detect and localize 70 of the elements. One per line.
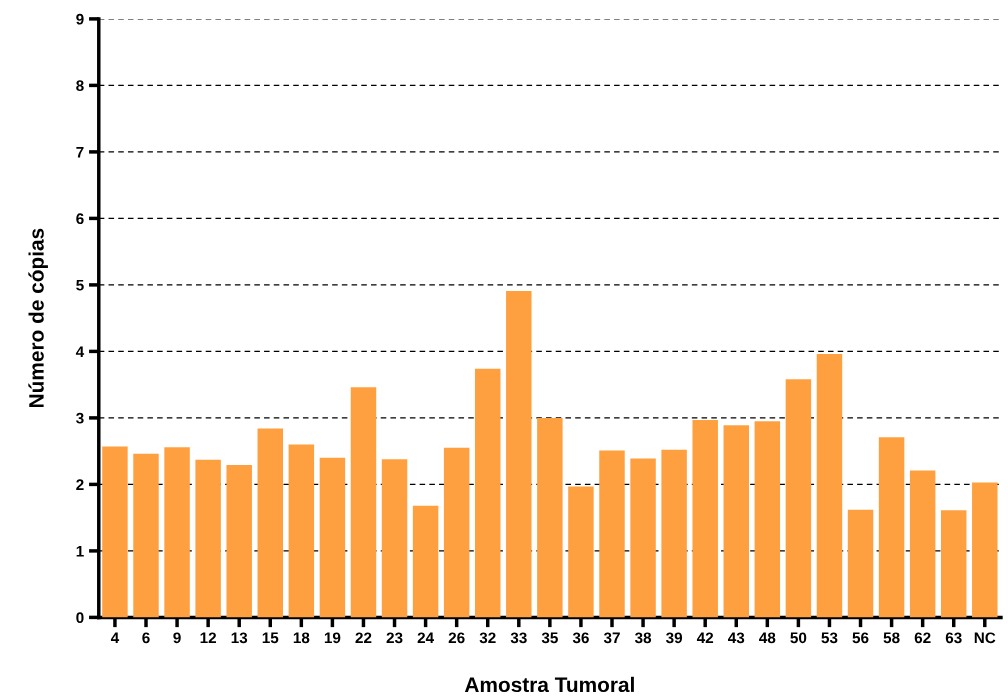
x-tick-label: 24: [417, 632, 435, 644]
y-tick-label: 8: [76, 80, 84, 92]
x-tick-label: 35: [541, 632, 558, 644]
bar: [972, 482, 998, 618]
bar: [474, 368, 501, 618]
bar: [350, 387, 377, 618]
bar: [692, 419, 718, 618]
y-tick-label: 7: [76, 146, 84, 158]
x-axis-title: Amostra Tumoral: [464, 676, 634, 693]
bar: [195, 459, 221, 618]
x-tick-label: 12: [200, 632, 217, 644]
x-tick-label: 18: [293, 632, 310, 644]
x-tick-label: 39: [665, 632, 683, 644]
x-tick-label: 56: [852, 632, 869, 644]
bar: [754, 421, 781, 618]
bar: [568, 486, 594, 618]
x-tick-label: 19: [324, 632, 341, 644]
bar: [102, 446, 128, 618]
y-tick-label: 4: [75, 346, 85, 357]
x-tick-label: 22: [355, 632, 372, 644]
bar: [847, 509, 874, 618]
y-tick-label: 1: [76, 545, 84, 557]
x-tick-label: 43: [728, 632, 745, 644]
x-tick-label: 23: [386, 632, 403, 644]
x-tick-label: 48: [759, 632, 776, 644]
bar: [381, 459, 408, 618]
bar: [537, 417, 563, 618]
x-tick-label: 9: [173, 632, 181, 644]
x-tick-label: 4: [110, 632, 120, 644]
bar: [443, 447, 470, 618]
x-tick-label: 62: [914, 632, 931, 644]
x-tick-label: NC: [974, 632, 996, 644]
x-tick-label: 58: [883, 632, 900, 644]
bar: [723, 425, 749, 618]
y-tick-label: 6: [76, 213, 84, 225]
x-tick-label: 36: [572, 632, 589, 644]
x-tick-label: 15: [262, 632, 279, 644]
bar: [630, 458, 656, 618]
x-tick-label: 63: [945, 632, 962, 644]
y-axis-title: Número de cópias: [28, 228, 48, 408]
bar: [940, 510, 967, 618]
bar: [506, 290, 532, 618]
bar: [661, 449, 687, 618]
y-tick-label: 0: [76, 612, 84, 624]
bar: [257, 428, 284, 618]
y-tick-label: 5: [76, 279, 84, 291]
bar: [878, 437, 905, 618]
bar: [164, 447, 190, 618]
bar: [319, 457, 346, 618]
bar: [816, 354, 843, 618]
x-tick-label: 38: [634, 632, 652, 644]
x-tick-label: 6: [142, 632, 150, 644]
x-tick-label: 50: [790, 632, 807, 644]
bar: [226, 465, 252, 618]
x-tick-label: 13: [231, 632, 248, 644]
bar: [785, 379, 812, 618]
x-tick-label: 53: [821, 632, 838, 644]
x-tick-label: 37: [603, 632, 620, 644]
y-tick-label: 9: [76, 13, 84, 25]
y-tick-label: 3: [76, 412, 84, 424]
x-tick-label: 33: [510, 632, 527, 644]
bar: [909, 470, 936, 618]
bar: [412, 505, 439, 618]
bar: [288, 444, 315, 618]
x-tick-label: 26: [448, 632, 465, 644]
y-tick-label: 2: [76, 479, 84, 490]
bar: [599, 450, 625, 618]
x-tick-label: 42: [696, 632, 714, 644]
bar: [133, 453, 159, 618]
x-tick-label: 32: [479, 632, 496, 644]
